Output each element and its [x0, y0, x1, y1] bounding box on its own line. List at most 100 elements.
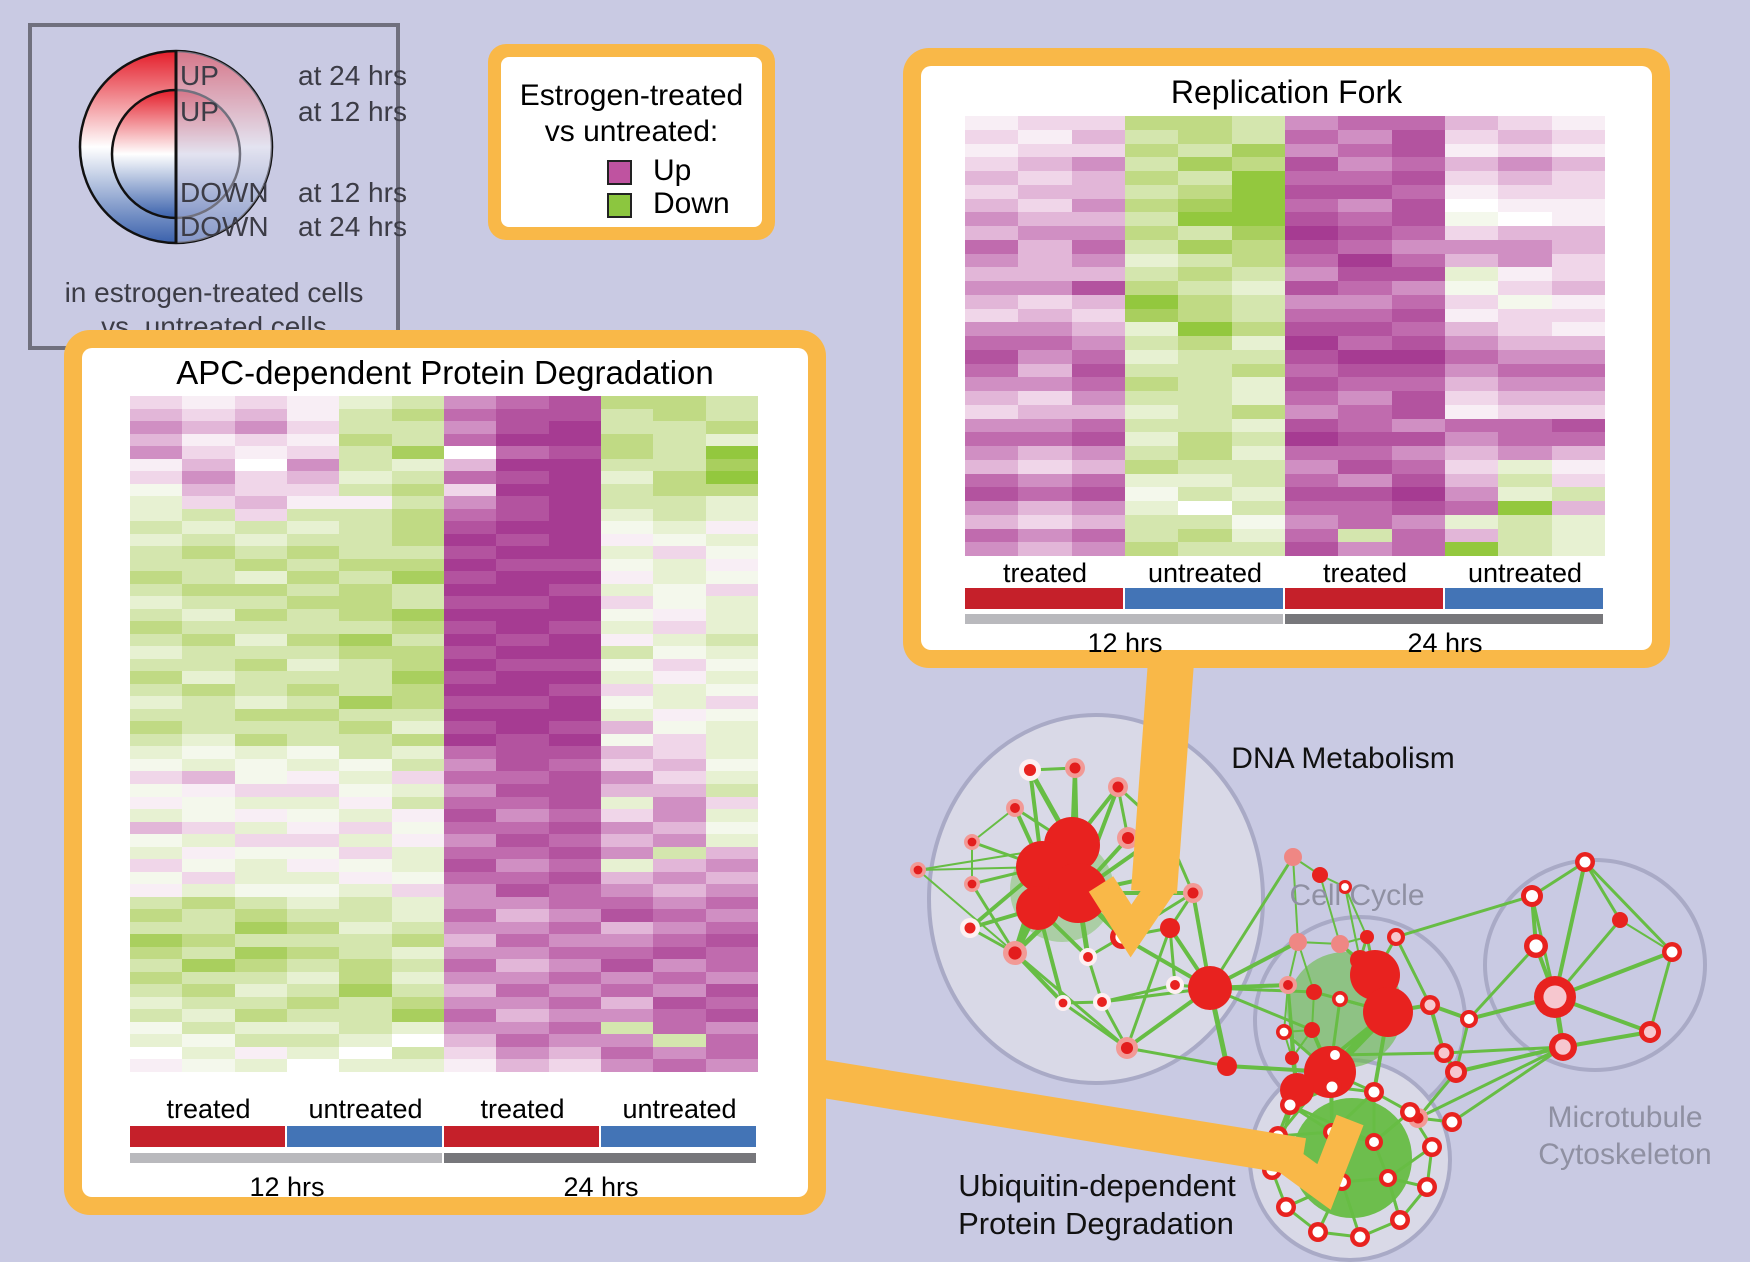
network-edge	[917, 869, 1016, 954]
network-node-salmon	[1284, 848, 1302, 866]
arrow-replication-fork-to-dna-head	[1088, 872, 1177, 958]
concentric-circles-icon	[78, 49, 274, 245]
arrow-apc-to-ubiquitin-head	[1263, 1114, 1364, 1210]
arrow-replication-fork-to-dna-shaft	[1131, 646, 1195, 894]
legend-row-up-12: UP	[180, 96, 219, 127]
network-edge	[1344, 886, 1368, 938]
network-node-center	[1643, 1025, 1657, 1039]
network-edge	[1553, 861, 1587, 998]
network-edge	[1417, 1045, 1564, 1120]
panel-apc: APC-dependent Protein Degradation	[64, 330, 826, 1215]
legend-footer-line1: in estrogen-treated cells	[64, 277, 364, 308]
network-node-center	[1394, 1214, 1406, 1226]
legend-estrogen-title-1: Estrogen-treated	[519, 79, 744, 112]
network-node-red	[1612, 912, 1628, 928]
label-cell-cycle: Cell Cycle	[1289, 879, 1424, 912]
network-edge	[1395, 894, 1533, 939]
network-edge	[1208, 856, 1295, 989]
legend-row-down-24-time: at 24 hrs	[298, 211, 407, 242]
network-node-center	[1283, 980, 1293, 990]
network-edge	[1562, 1030, 1651, 1049]
network-edge	[1125, 927, 1172, 1049]
network-node-center	[1464, 1014, 1474, 1024]
network-edge	[1126, 1046, 1228, 1068]
network-node-center	[1555, 1039, 1571, 1055]
network-node-center	[964, 922, 976, 934]
network-edge	[1455, 1045, 1564, 1074]
network-node-center	[1023, 763, 1037, 777]
network-node-center	[1187, 887, 1199, 899]
up-label: Up	[653, 154, 692, 187]
network-node-center	[1426, 1141, 1438, 1153]
network-node-center	[1383, 1173, 1393, 1183]
network-edge	[1648, 951, 1674, 1033]
network-node-red	[1312, 867, 1328, 883]
network-node-center	[1341, 883, 1349, 891]
network-edge	[1443, 1045, 1564, 1055]
network-node-center	[1279, 1027, 1289, 1037]
network-node-center	[1543, 985, 1567, 1009]
network-node-center	[1280, 1201, 1292, 1213]
label-ubiquitin-1: Ubiquitin-dependent	[958, 1168, 1236, 1203]
panel-apc-inner	[82, 348, 808, 1197]
network-node-center	[1579, 856, 1591, 868]
network-node-salmon	[1331, 935, 1349, 953]
label-microtubule-1: Microtubule	[1547, 1101, 1702, 1134]
network-node-center	[1449, 1065, 1463, 1079]
bottom-margin	[0, 1262, 1750, 1279]
network-edge	[971, 807, 1016, 843]
network-edge	[1319, 874, 1341, 945]
network-node-center	[1284, 1099, 1296, 1111]
network-node-center	[1424, 999, 1436, 1011]
legend-row-down-12-time: at 12 hrs	[298, 177, 407, 208]
network-node-center	[1058, 998, 1068, 1008]
panel-apc-title: APC-dependent Protein Degradation	[176, 354, 714, 391]
panel-replication-fork: Replication Fork	[903, 48, 1670, 668]
network-edge	[1451, 1045, 1564, 1124]
network-edge	[1467, 944, 1538, 1021]
network-edge	[970, 883, 1017, 954]
network-node-center	[1083, 952, 1093, 962]
legend-estrogen-inner: Estrogen-treated vs untreated: Up Down	[501, 57, 762, 227]
network-edge	[1292, 856, 1299, 943]
network-node-red	[1217, 1056, 1237, 1076]
panel-replication-fork-title: Replication Fork	[1170, 74, 1403, 110]
network-node-center	[1121, 831, 1135, 845]
network-node-center	[1525, 889, 1539, 903]
legend-row-down-24: DOWN	[180, 211, 269, 242]
network-node-center	[1097, 997, 1107, 1007]
network-node-center	[967, 837, 977, 847]
network-node-center	[1404, 1106, 1416, 1118]
network-node-center	[1326, 1081, 1338, 1093]
network-node-red	[1306, 984, 1322, 1000]
down-swatch-icon	[607, 193, 632, 218]
arrow-apc-to-ubiquitin-shaft	[814, 1059, 1307, 1176]
network-node-center	[1112, 781, 1124, 793]
network-node-center	[1120, 1041, 1134, 1055]
legend-row-up-24: UP	[180, 60, 219, 91]
cluster-microtubule	[1483, 858, 1707, 1072]
network-edge	[1394, 936, 1432, 1006]
label-ubiquitin-2: Protein Degradation	[958, 1206, 1234, 1241]
network-edge	[1344, 886, 1361, 961]
network-node-red	[1016, 886, 1060, 930]
network-node-center	[1391, 932, 1401, 942]
network-node-center	[1010, 803, 1020, 813]
network-node-red	[1048, 863, 1108, 923]
network-node-center	[1312, 1226, 1324, 1238]
network-edge	[1014, 951, 1128, 1050]
network-node-red	[1363, 987, 1413, 1037]
network-edge	[1101, 983, 1176, 1004]
network-node-salmon	[1289, 933, 1307, 951]
network-node-center	[1666, 946, 1678, 958]
legend-estrogen-title-2: vs untreated:	[544, 115, 719, 148]
label-microtubule-2: Cytoskeleton	[1538, 1138, 1711, 1171]
network-node-center	[1368, 1086, 1380, 1098]
up-swatch-icon	[607, 160, 632, 185]
network-node-center	[1438, 1047, 1450, 1059]
network-node-center	[1170, 980, 1180, 990]
network-edge	[1062, 1001, 1128, 1050]
network-node-red	[1285, 1051, 1299, 1065]
